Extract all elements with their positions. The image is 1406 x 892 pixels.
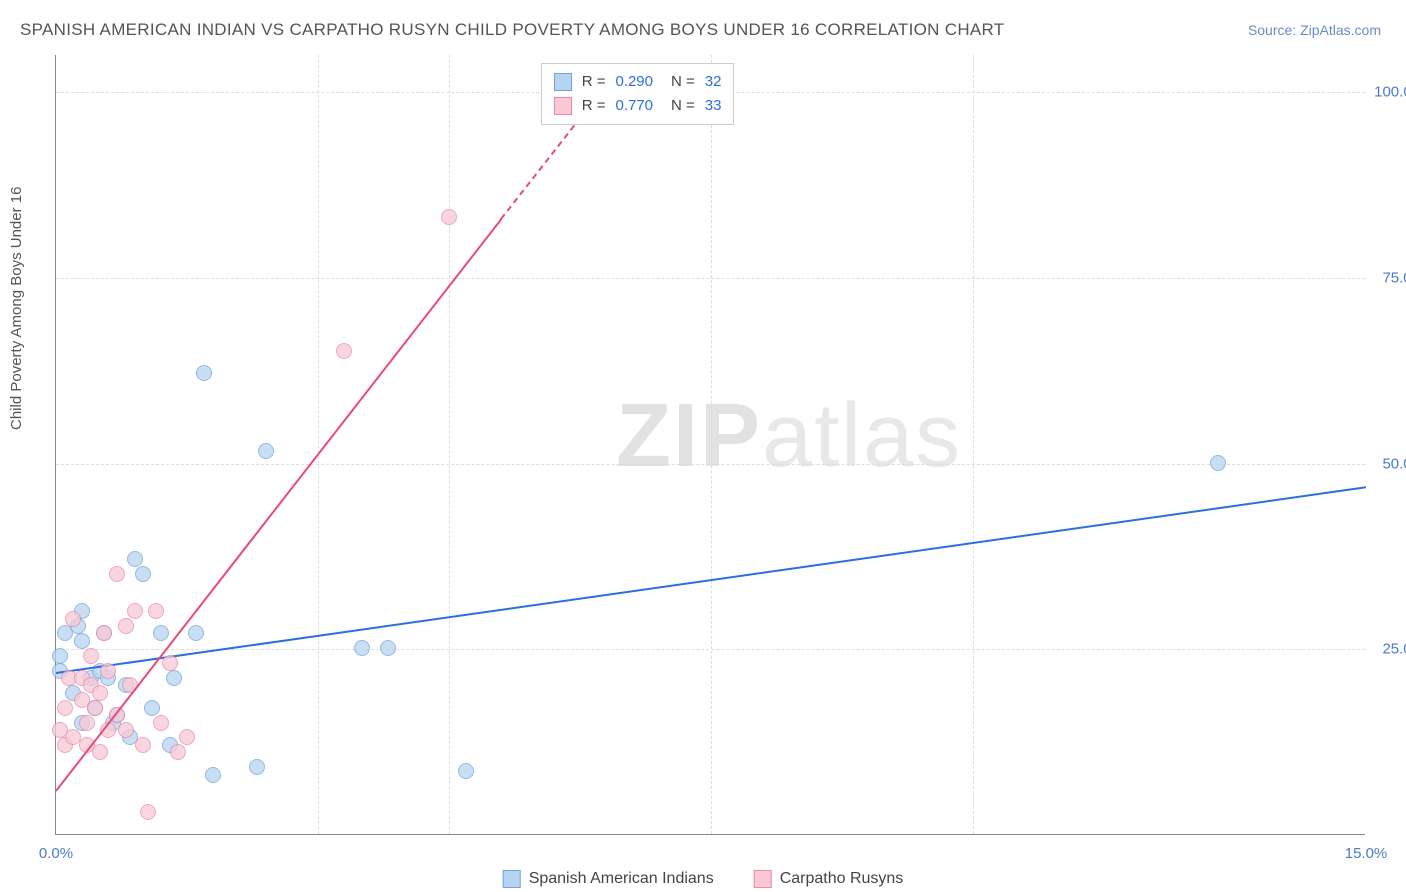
scatter-point-carpatho [109, 566, 125, 582]
stat-n-label: N = [671, 70, 695, 94]
watermark: ZIPatlas [616, 385, 962, 488]
scatter-point-carpatho [87, 700, 103, 716]
legend-label-carpatho: Carpatho Rusyns [780, 870, 904, 888]
stat-r-label: R = [582, 94, 606, 118]
stat-r-value: 0.770 [615, 94, 653, 118]
chart-title: SPANISH AMERICAN INDIAN VS CARPATHO RUSY… [20, 20, 1005, 40]
scatter-point-spanish [144, 700, 160, 716]
legend-swatch-spanish [503, 870, 521, 888]
y-tick-label: 25.0% [1370, 641, 1406, 658]
trend-line [55, 219, 502, 792]
stat-row-carpatho: R = 0.770 N = 33 [554, 94, 722, 118]
scatter-point-carpatho [148, 603, 164, 619]
gridline-v [449, 55, 450, 834]
scatter-point-carpatho [170, 744, 186, 760]
scatter-point-spanish [258, 443, 274, 459]
chart-source: Source: ZipAtlas.com [1248, 22, 1381, 38]
scatter-point-carpatho [162, 655, 178, 671]
watermark-light: atlas [762, 386, 962, 486]
y-tick-label: 75.0% [1370, 269, 1406, 286]
scatter-point-spanish [135, 566, 151, 582]
stat-n-label: N = [671, 94, 695, 118]
gridline-v [318, 55, 319, 834]
stat-n-value: 32 [705, 70, 722, 94]
scatter-point-spanish [1210, 455, 1226, 471]
scatter-point-spanish [354, 640, 370, 656]
x-tick-label: 15.0% [1345, 845, 1388, 862]
scatter-point-carpatho [96, 625, 112, 641]
stat-swatch [554, 73, 572, 91]
scatter-point-spanish [205, 767, 221, 783]
stat-row-spanish: R = 0.290 N = 32 [554, 70, 722, 94]
scatter-point-carpatho [179, 729, 195, 745]
scatter-point-carpatho [153, 715, 169, 731]
correlation-stat-box: R = 0.290 N = 32 R = 0.770 N = 33 [541, 63, 735, 125]
stat-swatch [554, 97, 572, 115]
scatter-point-spanish [74, 633, 90, 649]
scatter-point-carpatho [135, 737, 151, 753]
scatter-point-carpatho [92, 685, 108, 701]
stat-n-value: 33 [705, 94, 722, 118]
scatter-point-spanish [127, 551, 143, 567]
scatter-point-carpatho [127, 603, 143, 619]
bottom-legend: Spanish American Indians Carpatho Rusyns [503, 870, 904, 888]
scatter-point-spanish [380, 640, 396, 656]
scatter-point-carpatho [79, 715, 95, 731]
scatter-point-carpatho [336, 343, 352, 359]
stat-r-value: 0.290 [615, 70, 653, 94]
stat-r-label: R = [582, 70, 606, 94]
gridline-v [973, 55, 974, 834]
gridline-v [711, 55, 712, 834]
scatter-point-carpatho [118, 722, 134, 738]
legend-item-carpatho: Carpatho Rusyns [754, 870, 904, 888]
scatter-point-spanish [249, 759, 265, 775]
scatter-point-carpatho [65, 611, 81, 627]
scatter-point-spanish [188, 625, 204, 641]
scatter-point-carpatho [57, 700, 73, 716]
scatter-point-spanish [153, 625, 169, 641]
y-axis-label: Child Poverty Among Boys Under 16 [8, 187, 25, 430]
scatter-point-carpatho [92, 744, 108, 760]
watermark-bold: ZIP [616, 386, 762, 486]
scatter-point-carpatho [83, 648, 99, 664]
plot-area: ZIPatlas 25.0%50.0%75.0%100.0%0.0%15.0%R… [55, 55, 1365, 835]
y-tick-label: 100.0% [1370, 84, 1406, 101]
scatter-point-carpatho [441, 209, 457, 225]
scatter-point-spanish [458, 763, 474, 779]
y-tick-label: 50.0% [1370, 455, 1406, 472]
legend-label-spanish: Spanish American Indians [529, 870, 714, 888]
scatter-point-spanish [166, 670, 182, 686]
scatter-point-spanish [196, 365, 212, 381]
x-tick-label: 0.0% [39, 845, 73, 862]
legend-item-spanish: Spanish American Indians [503, 870, 714, 888]
scatter-point-carpatho [140, 804, 156, 820]
scatter-point-carpatho [100, 663, 116, 679]
scatter-point-spanish [52, 648, 68, 664]
legend-swatch-carpatho [754, 870, 772, 888]
scatter-point-carpatho [118, 618, 134, 634]
